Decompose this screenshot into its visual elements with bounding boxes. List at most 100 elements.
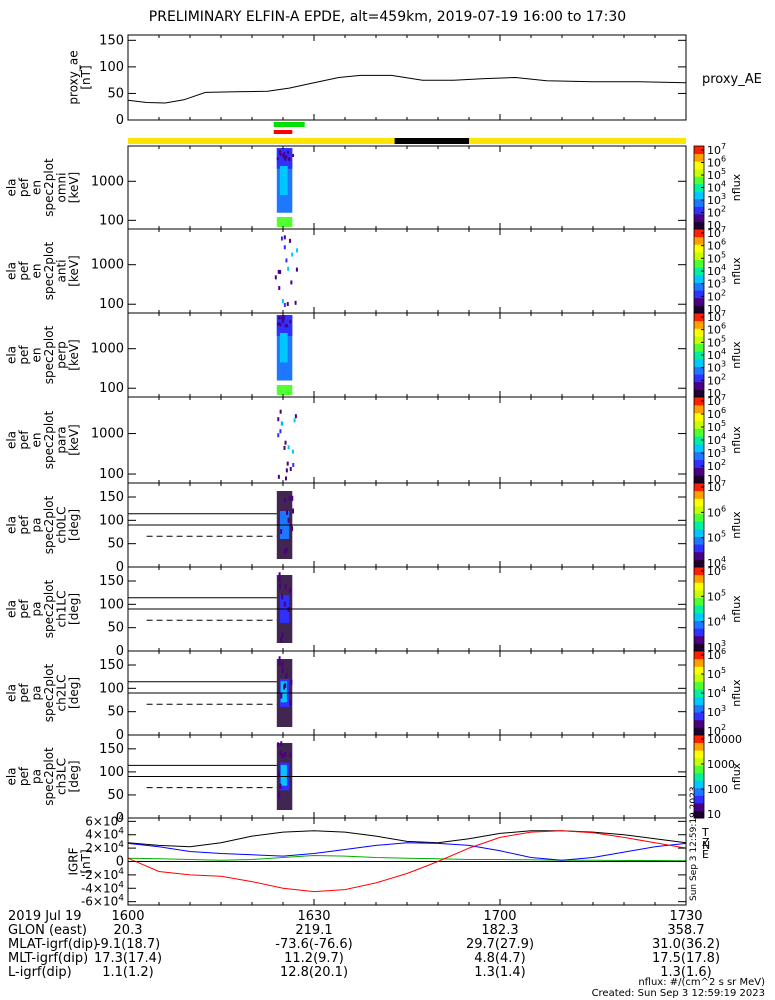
colorbar-tick-label: 103 — [707, 704, 726, 719]
legend-E: E — [702, 848, 709, 861]
heatmap-speck — [291, 495, 294, 501]
heatmap-speck — [279, 323, 282, 327]
page-title: PRELIMINARY ELFIN-A EPDE, alt=459km, 201… — [148, 9, 627, 25]
heatmap-speck — [289, 588, 292, 594]
heatmap-speck — [278, 660, 281, 666]
colorbar-segment — [694, 381, 704, 390]
y-axis-label: [keV] — [67, 424, 81, 455]
heatmap-speck — [285, 155, 288, 159]
y-axis-label: [deg] — [67, 761, 81, 793]
colorbar-3 — [693, 312, 705, 398]
heatmap-speck — [277, 269, 280, 274]
heatmap-speck — [277, 417, 280, 422]
footer-units: nflux: #/(cm^2 s sr MeV) — [638, 977, 765, 988]
heatmap-speck — [286, 302, 289, 307]
heatmap-speck — [283, 302, 286, 307]
colorbar-tick-label: 106 — [707, 155, 726, 170]
colorbar-tick-label: 105 — [707, 419, 726, 434]
row-mlat-v1: -73.6(-76.6) — [275, 937, 353, 952]
heatmap-speck — [280, 316, 283, 320]
row-mlt-v1: 11.2(9.7) — [284, 951, 344, 966]
colorbar-tick-label: 10 — [707, 808, 721, 821]
colorbar-tick-label: 102 — [707, 372, 726, 387]
heatmap-speck — [286, 461, 289, 466]
colorbar-segment — [694, 704, 704, 713]
colorbar-segment — [694, 651, 704, 660]
y-axis-label: spec2plot — [42, 158, 56, 217]
heatmap-speck — [292, 508, 295, 514]
row-date-v3: 1730 — [669, 909, 703, 924]
colorbar-tick-label: 105 — [707, 588, 726, 603]
heatmap-speck — [291, 252, 294, 257]
colorbar-segment — [694, 735, 704, 744]
y-axis-label: pef — [17, 430, 31, 450]
colorbar-label: nflux — [730, 595, 743, 623]
row-l-v3: 1.3(1.6) — [660, 965, 712, 980]
colorbar-segment — [694, 358, 704, 367]
y-axis-label: spec2plot — [42, 495, 56, 554]
heatmap-speck — [286, 324, 289, 328]
colorbar-tick-label: 104 — [707, 614, 726, 629]
y-axis-label: ela — [5, 346, 19, 364]
y-tick-label: -6×104 — [81, 894, 124, 909]
colorbar-segment — [694, 313, 704, 322]
heatmap-speck — [283, 548, 286, 554]
heatmap-speck — [278, 790, 281, 796]
colorbar-segment — [694, 420, 704, 429]
colorbar-segment — [694, 146, 704, 155]
colorbar-segment — [694, 612, 704, 621]
colorbar-label: nflux — [730, 511, 743, 539]
colorbar-tick-label: 104 — [707, 180, 726, 195]
colorbar-segment — [694, 404, 704, 414]
colorbar-segment — [694, 750, 704, 759]
y-axis-label: [deg] — [67, 593, 81, 625]
panel-frame-1 — [127, 145, 687, 230]
heatmap-speck — [289, 320, 292, 324]
y-axis-label: pef — [17, 683, 31, 703]
heatmap-speck — [285, 476, 288, 481]
row-mlat-v2: 29.7(27.9) — [465, 937, 535, 952]
colorbar-segment — [694, 451, 704, 461]
colorbar-tick-label: 106 — [707, 322, 726, 337]
colorbar-segment — [694, 681, 704, 690]
y-axis-label: perp — [55, 341, 69, 369]
heatmap-panel-4 — [277, 409, 297, 481]
colorbar-segment — [694, 620, 704, 629]
heatmap-block — [280, 764, 287, 786]
heatmap-speck — [277, 742, 280, 748]
heatmap-panel-1 — [276, 148, 295, 227]
colorbar-segment — [694, 719, 704, 728]
heatmap-panel-6 — [128, 572, 686, 643]
row-l-v0: 1.1(1.2) — [102, 965, 154, 980]
colorbar-segment — [694, 198, 704, 207]
y-axis-label: en — [30, 348, 44, 363]
colorbar-tick-label: 10 — [707, 303, 721, 316]
y-tick-label: 0 — [116, 855, 124, 870]
heatmap-panel-7 — [128, 656, 686, 727]
heatmap-speck — [290, 280, 293, 285]
heatmap-speck — [286, 509, 289, 515]
y-axis-label: pa — [30, 686, 44, 701]
colorbar-segment — [694, 498, 704, 507]
colorbar-segment — [694, 628, 704, 637]
igrf-series-N — [127, 842, 687, 861]
y-tick-label: 100 — [99, 467, 124, 482]
colorbar-segment — [694, 605, 704, 614]
heatmap-speck — [278, 577, 281, 583]
colorbar-1 — [693, 145, 705, 230]
colorbar-tick-label: 105 — [707, 666, 726, 681]
y-axis-label: para — [55, 426, 69, 453]
colorbar-tick-label: 10 — [707, 473, 721, 486]
heatmap-speck — [289, 752, 292, 758]
colorbar-tick-label: 106 — [707, 563, 726, 578]
y-axis-label: ela — [5, 600, 19, 618]
colorbar-segment — [694, 589, 704, 599]
y-axis-label: IGRF — [67, 847, 81, 875]
colorbar-tick-label: 104 — [707, 347, 726, 362]
row-mlat-v0: -9.1(18.7) — [95, 937, 161, 952]
heatmap-block — [276, 385, 293, 395]
y-tick-label: 150 — [99, 490, 124, 505]
colorbar-label: nflux — [730, 257, 743, 285]
igrf-series-E — [127, 854, 687, 862]
row-mlt-label: MLT-igrf(dip) — [8, 951, 89, 966]
